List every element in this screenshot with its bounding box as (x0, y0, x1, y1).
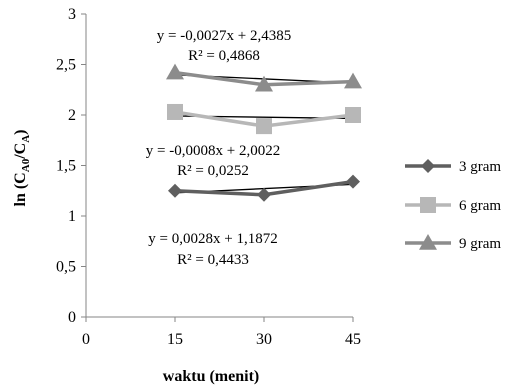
trendline-annotations: y = 0,0028x + 1,1872 R² = 0,4433 y = -0,00… (146, 28, 291, 268)
data-point (255, 75, 273, 92)
y-tick-label: 1 (68, 208, 76, 225)
data-point (167, 103, 183, 120)
legend-marker (421, 159, 435, 173)
trendline-r-squared: R² = 0,4868 (188, 48, 260, 64)
x-tick-label: 0 (82, 331, 90, 348)
data-point (344, 72, 362, 89)
tick-labels: 00,511,522,530 15 30 45 (56, 6, 361, 348)
x-tick-label: 30 (256, 331, 272, 348)
y-tick-label: 0 (68, 309, 76, 326)
trendline-r-squared: R² = 0,0252 (177, 163, 249, 179)
legend: 3 gram 6 gram 9 gram (405, 159, 501, 252)
axes (81, 13, 354, 322)
data-point (256, 118, 272, 135)
data-point (346, 174, 360, 189)
y-tick-label: 2,5 (56, 57, 76, 74)
x-tick-label: 15 (167, 331, 183, 348)
y-tick-label: 1,5 (56, 158, 76, 175)
trendline-equation: y = -0,0008x + 2,0022 (146, 143, 280, 159)
trendline-equation: y = 0,0028x + 1,1872 (148, 231, 277, 247)
data-point (257, 187, 271, 202)
legend-marker (419, 234, 437, 250)
legend-label: 6 gram (459, 198, 501, 214)
series (166, 63, 362, 202)
legend-label: 3 gram (459, 159, 501, 175)
legend-marker (420, 197, 436, 213)
y-tick-label: 3 (68, 6, 76, 23)
legend-label: 9 gram (459, 236, 501, 252)
x-axis-title: waktu (menit) (163, 368, 259, 385)
y-axis-title: ln (CA0/CA) (12, 130, 32, 207)
y-tick-label: 2 (68, 107, 76, 124)
trendline-equation: y = -0,0027x + 2,4385 (157, 28, 291, 44)
data-point (345, 107, 361, 123)
y-tick-label: 0,5 (56, 259, 76, 276)
data-point (166, 63, 184, 80)
trendline-r-squared: R² = 0,4433 (177, 252, 249, 268)
data-point (168, 183, 182, 198)
x-tick-label: 45 (345, 331, 361, 348)
